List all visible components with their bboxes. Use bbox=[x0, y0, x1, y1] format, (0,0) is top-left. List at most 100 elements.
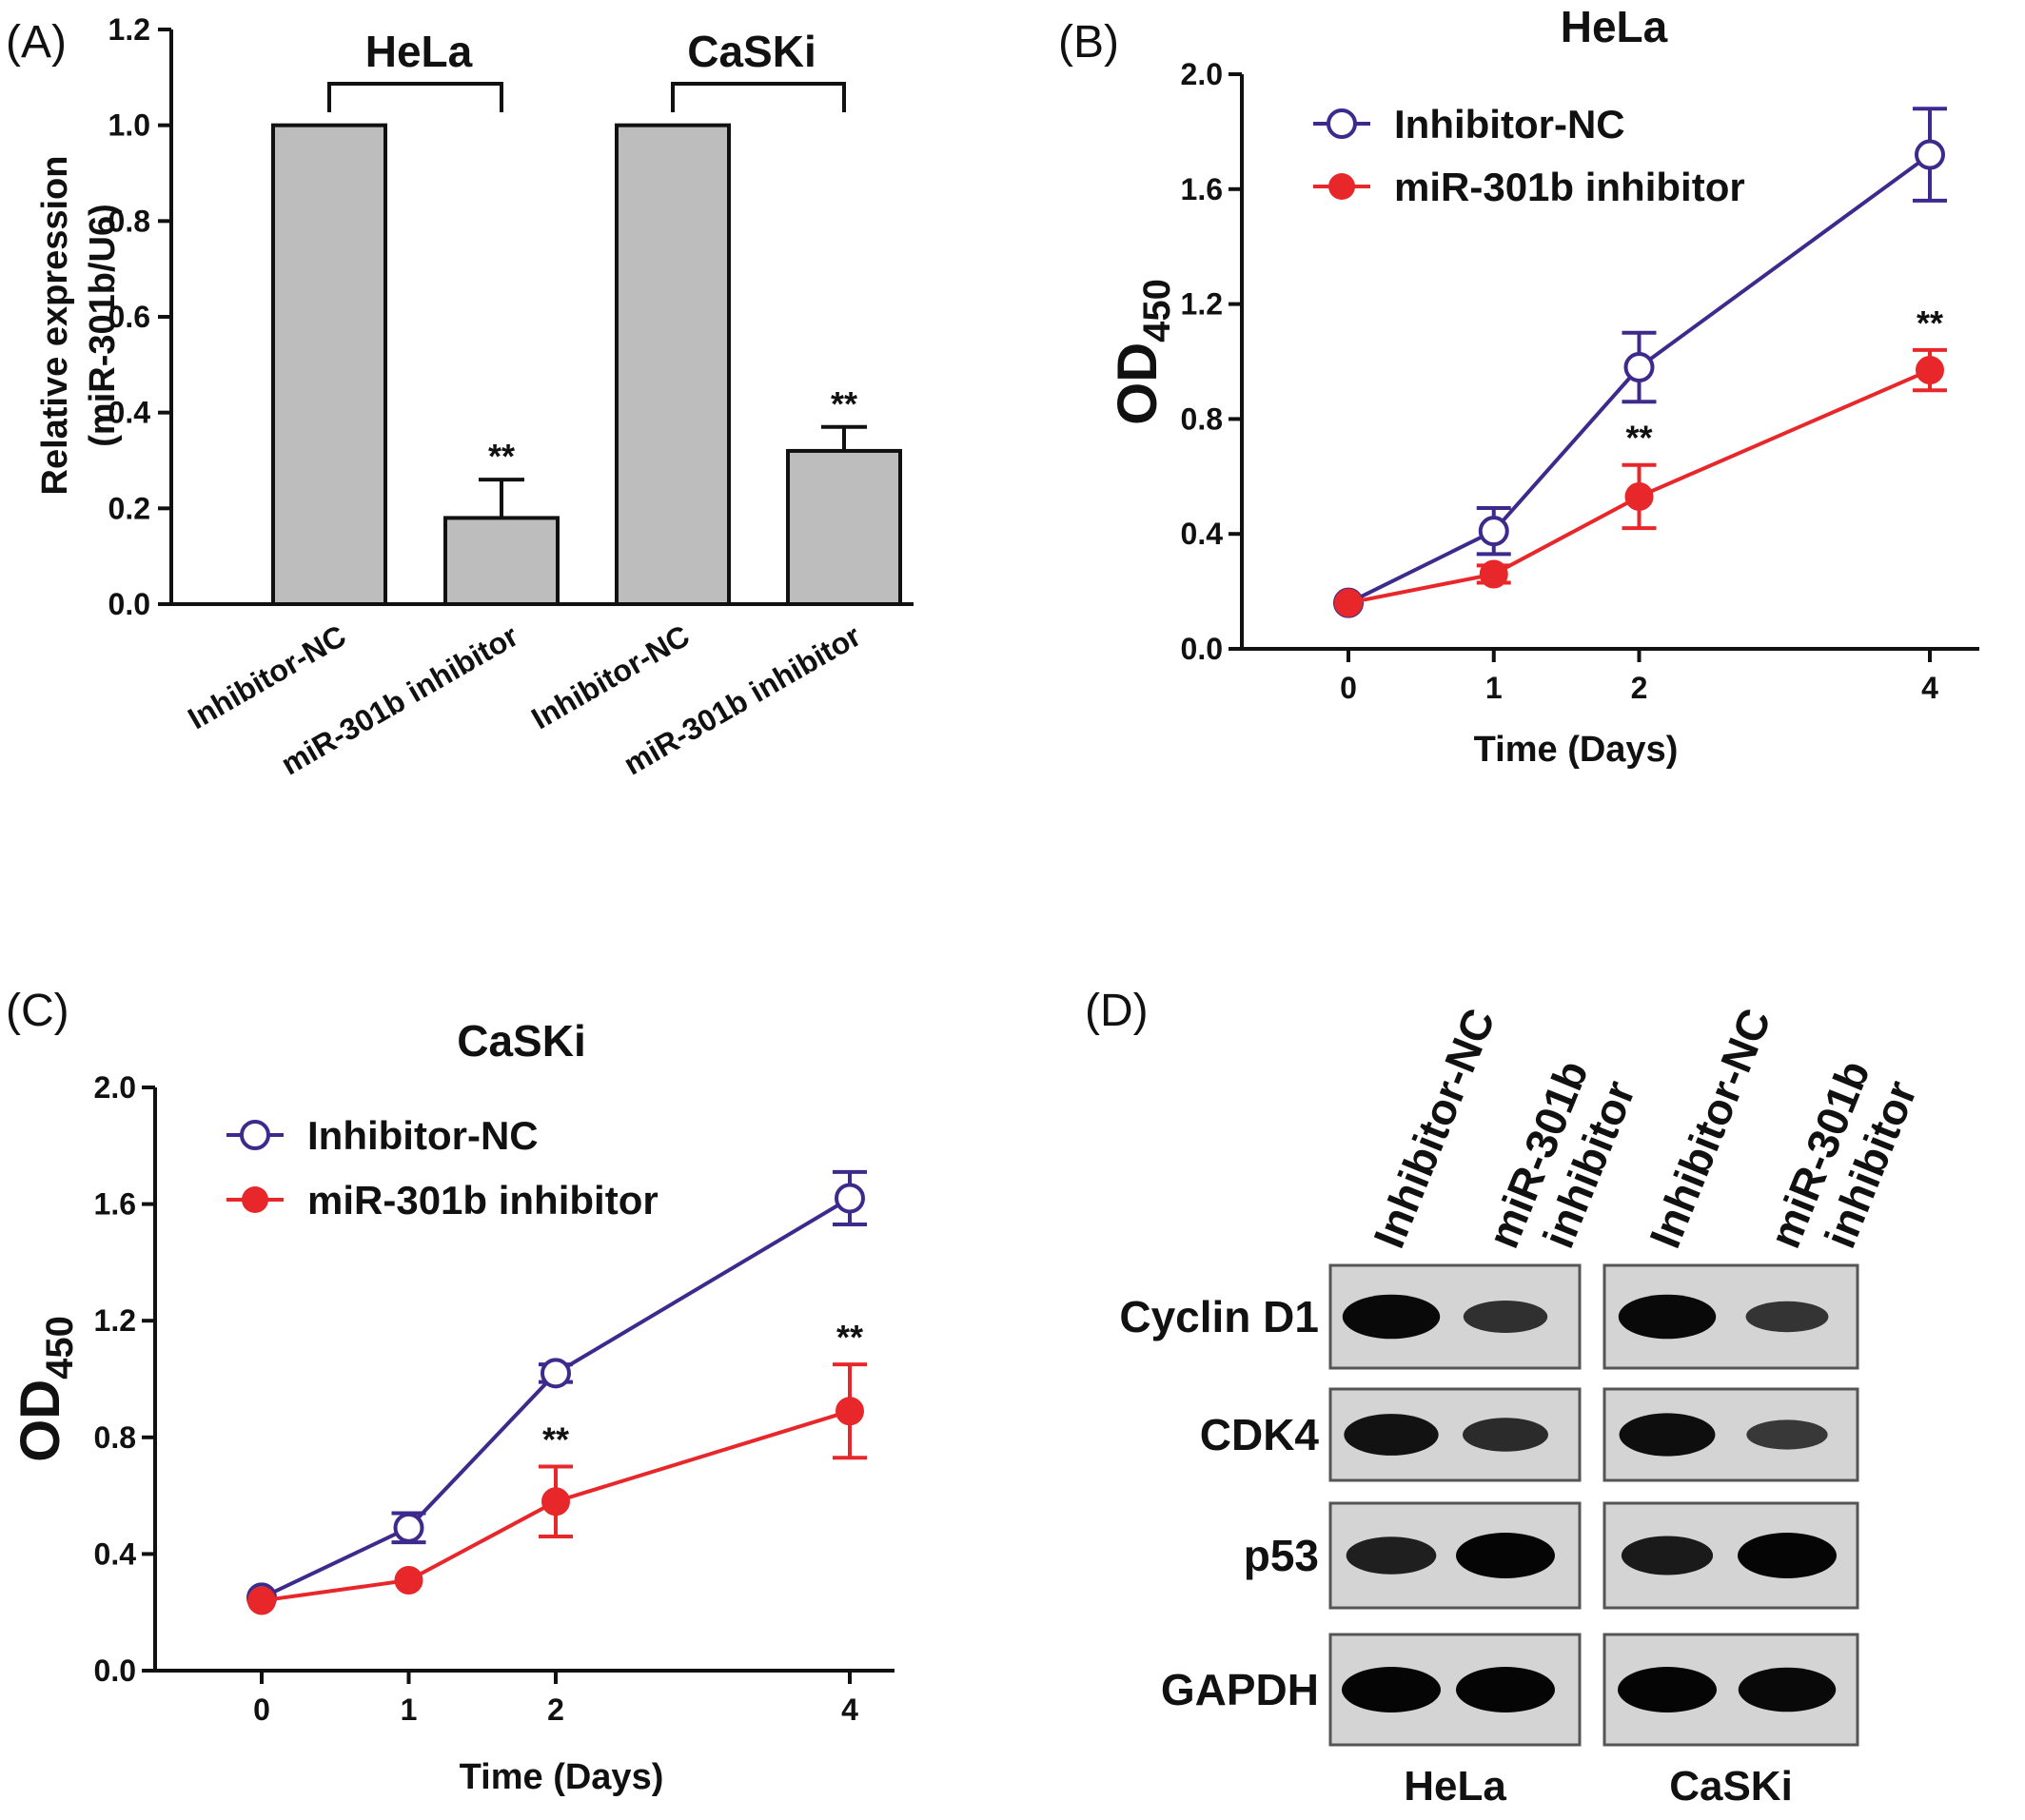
blot-band bbox=[1619, 1413, 1716, 1457]
blot-band bbox=[1344, 1414, 1439, 1456]
chart-c-legend-label: miR-301b inhibitor bbox=[307, 1178, 659, 1223]
blot-band bbox=[1456, 1667, 1555, 1712]
blot-band bbox=[1342, 1667, 1441, 1712]
blot-group-label-hela: HeLa bbox=[1404, 1763, 1506, 1810]
chart-c-point bbox=[835, 1183, 865, 1214]
chart-a-bar bbox=[443, 516, 560, 607]
chart-b-y-tick-label: 0.8 bbox=[1181, 401, 1223, 436]
chart-b-x-tick-label: 4 bbox=[1921, 671, 1938, 705]
panel-label-d: (D) bbox=[1085, 986, 1149, 1036]
chart-b-ylabel-main: OD bbox=[1107, 342, 1169, 425]
chart-a-y-tick-label: 0.6 bbox=[108, 300, 150, 334]
chart-b-ylabel-sub: 450 bbox=[1136, 279, 1178, 342]
chart-c-xlabel: Time (Days) bbox=[460, 1757, 664, 1797]
chart-a-y-tick-label: 1.0 bbox=[108, 108, 150, 143]
blot-band bbox=[1745, 1301, 1829, 1333]
blot-band bbox=[1463, 1418, 1548, 1452]
chart-c-point bbox=[541, 1487, 570, 1517]
chart-c-point bbox=[247, 1586, 276, 1615]
chart-c-x-tick-label: 2 bbox=[547, 1693, 564, 1727]
blot-protein-label: GAPDH bbox=[1161, 1665, 1319, 1714]
chart-c-y-tick-label: 1.6 bbox=[94, 1187, 136, 1222]
panel-label-b: (B) bbox=[1058, 17, 1119, 68]
chart-a-bar bbox=[271, 123, 387, 607]
chart-b-legend-marker bbox=[1327, 108, 1357, 139]
chart-c-ylabel-main: OD bbox=[10, 1380, 71, 1462]
western-blot: Inhibitor-NCmiR-301binhibitorInhibitor-N… bbox=[1119, 1002, 1926, 1810]
blot-band bbox=[1342, 1294, 1441, 1340]
chart-a-y-tick-label: 0.0 bbox=[108, 587, 150, 621]
blot-band bbox=[1738, 1667, 1837, 1712]
chart-c-series-line bbox=[261, 1196, 852, 1600]
chart-a-significance: ** bbox=[831, 384, 857, 423]
chart-b-title: HeLa bbox=[1561, 2, 1668, 51]
blot-band bbox=[1618, 1667, 1717, 1712]
chart-c: CaSKi Time (Days) OD450 0.0 0.4 0.8 1.2 1.6 2… bbox=[10, 1016, 895, 1797]
chart-a-group-bracket bbox=[327, 82, 503, 112]
blot-band bbox=[1463, 1301, 1548, 1333]
blot-lane-label-line1: Inhibitor-NC bbox=[1640, 1002, 1780, 1255]
chart-b-y-tick-label: 1.6 bbox=[1181, 172, 1223, 206]
chart-b-point bbox=[1334, 588, 1363, 617]
chart-c-point bbox=[394, 1565, 423, 1595]
chart-b-x-tick-label: 1 bbox=[1485, 671, 1503, 705]
chart-b-y-tick-label: 0.0 bbox=[1181, 632, 1223, 666]
chart-b-point bbox=[1623, 352, 1655, 383]
chart-c-point bbox=[836, 1397, 864, 1426]
chart-c-y-tick-label: 1.2 bbox=[94, 1303, 136, 1338]
chart-b-point bbox=[1478, 516, 1509, 547]
chart-b-x-tick-label: 0 bbox=[1340, 671, 1357, 705]
chart-a-significance: ** bbox=[488, 437, 515, 476]
chart-b-legend-label: miR-301b inhibitor bbox=[1394, 165, 1745, 209]
blot-band bbox=[1618, 1294, 1717, 1340]
chart-c-y-tick-label: 0.0 bbox=[94, 1654, 136, 1688]
chart-b-point bbox=[1624, 481, 1654, 511]
blot-lane-label-line1: Inhibitor-NC bbox=[1364, 1002, 1504, 1255]
chart-a: HeLa CaSKi Relative expression (miR-301b… bbox=[35, 12, 914, 782]
chart-b-y-tick-label: 1.2 bbox=[1181, 287, 1223, 322]
chart-b-point bbox=[1479, 559, 1508, 589]
chart-c-ylabel: OD450 bbox=[10, 1316, 81, 1462]
blot-protein-label: CDK4 bbox=[1200, 1410, 1320, 1459]
chart-c-significance: ** bbox=[542, 1419, 569, 1458]
chart-a-bar bbox=[615, 123, 731, 607]
chart-a-ylabel-line1: Relative expression bbox=[35, 156, 75, 496]
chart-a-category-label: Inhibitor-NC bbox=[182, 618, 351, 736]
chart-a-ylabel-line2: (miR-301b/U6) bbox=[83, 204, 123, 447]
chart-c-x-tick-label: 1 bbox=[401, 1693, 418, 1727]
chart-c-x-tick-label: 0 bbox=[253, 1693, 270, 1727]
chart-c-series-line bbox=[261, 1409, 851, 1603]
blot-band bbox=[1621, 1536, 1714, 1575]
chart-b-series-line bbox=[1347, 368, 1931, 605]
chart-a-group-label-hela: HeLa bbox=[365, 27, 473, 76]
chart-a-y-tick-label: 1.2 bbox=[108, 12, 150, 47]
chart-b-significance: ** bbox=[1625, 419, 1652, 458]
blot-band bbox=[1746, 1419, 1828, 1450]
chart-c-point bbox=[541, 1358, 571, 1389]
blot-protein-label: Cyclin D1 bbox=[1119, 1292, 1319, 1341]
blot-band bbox=[1456, 1533, 1555, 1578]
chart-b-series-line bbox=[1347, 152, 1932, 605]
chart-a-group-label-caski: CaSKi bbox=[687, 27, 816, 76]
chart-c-title: CaSKi bbox=[457, 1016, 585, 1066]
chart-a-group-bracket bbox=[671, 82, 846, 112]
chart-b: HeLa Time (Days) OD450 0.0 0.4 0.8 1.2 1.6 2.… bbox=[1107, 2, 1979, 770]
chart-b-xlabel: Time (Days) bbox=[1474, 730, 1679, 770]
chart-b-y-tick-label: 0.4 bbox=[1181, 517, 1224, 551]
chart-c-y-tick-label: 0.8 bbox=[94, 1420, 136, 1455]
chart-b-y-tick-label: 2.0 bbox=[1181, 57, 1223, 91]
blot-protein-label: p53 bbox=[1244, 1531, 1319, 1580]
chart-c-legend-marker bbox=[242, 1186, 268, 1213]
chart-c-point bbox=[393, 1512, 424, 1543]
chart-a-y-tick-label: 0.4 bbox=[108, 396, 151, 430]
chart-a-category-label: Inhibitor-NC bbox=[525, 618, 695, 736]
chart-b-point bbox=[1916, 356, 1944, 385]
chart-b-legend-label: Inhibitor-NC bbox=[1394, 102, 1625, 147]
chart-c-ylabel-sub: 450 bbox=[39, 1316, 81, 1380]
chart-b-point bbox=[1915, 139, 1945, 170]
panel-label-c: (C) bbox=[6, 986, 69, 1036]
chart-c-y-tick-label: 2.0 bbox=[94, 1070, 136, 1105]
blot-band bbox=[1738, 1533, 1837, 1578]
chart-b-ylabel: OD450 bbox=[1107, 279, 1178, 425]
